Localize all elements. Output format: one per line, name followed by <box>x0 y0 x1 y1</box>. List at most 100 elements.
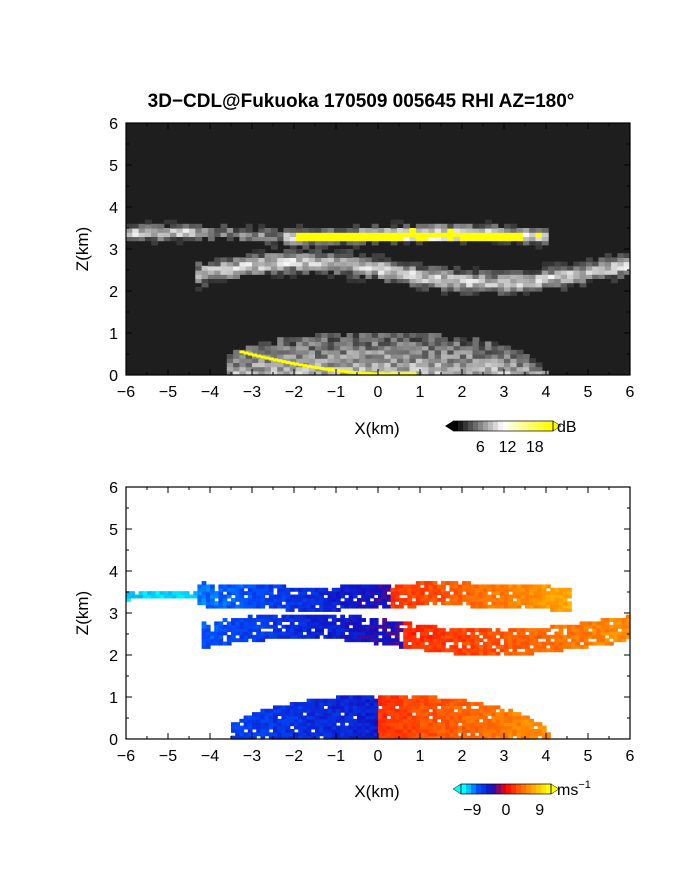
velocity-pixel <box>273 718 278 723</box>
velocity-pixel <box>382 624 387 629</box>
backscatter-pixel <box>151 223 159 229</box>
velocity-pixel <box>541 591 547 596</box>
velocity-pixel <box>567 631 572 636</box>
velocity-pixel <box>319 715 324 720</box>
backscatter-pixel <box>283 257 291 263</box>
backscatter-pixel <box>497 286 505 292</box>
backscatter-pixel <box>283 270 291 275</box>
velocity-pixel <box>222 594 228 599</box>
backscatter-pixel <box>541 228 549 233</box>
backscatter-pixel <box>346 366 354 372</box>
backscatter-pixel <box>321 232 329 237</box>
backscatter-pixel <box>340 337 348 342</box>
velocity-pixel <box>394 591 400 596</box>
backscatter-pixel <box>510 278 518 284</box>
velocity-pixel <box>583 634 589 639</box>
velocity-pixel <box>625 628 631 633</box>
backscatter-colorbar-segment <box>498 421 504 431</box>
velocity-pixel <box>441 648 446 653</box>
backscatter-pixel <box>151 236 159 242</box>
backscatter-pixel <box>428 366 436 372</box>
backscatter-pixel <box>321 362 329 368</box>
velocity-pixel <box>390 715 396 720</box>
backscatter-pixel <box>485 354 492 359</box>
backscatter-pixel <box>245 349 253 355</box>
backscatter-pixel <box>472 362 480 368</box>
velocity-pixel <box>390 728 396 733</box>
backscatter-pixel <box>434 362 442 368</box>
velocity-pixel <box>319 601 324 606</box>
velocity-pixel <box>436 591 442 596</box>
velocity-pixel <box>210 594 215 599</box>
velocity-pixel <box>252 601 257 606</box>
velocity-pixel <box>340 601 345 606</box>
velocity-pixel <box>457 705 463 710</box>
velocity-pixel <box>386 594 392 599</box>
velocity-pixel <box>323 702 329 706</box>
velocity-pixel <box>491 651 497 656</box>
velocity-pixel <box>466 702 471 706</box>
velocity-pixel <box>474 702 480 706</box>
backscatter-pixel <box>453 232 461 237</box>
backscatter-pixel <box>308 362 316 368</box>
backscatter-pixel <box>604 261 612 267</box>
velocity-pixel <box>491 638 497 643</box>
velocity-pixel <box>386 728 392 733</box>
velocity-pixel <box>201 631 207 636</box>
backscatter-pixel <box>233 228 240 233</box>
velocity-pixel <box>462 651 467 656</box>
backscatter-pixel <box>504 358 511 363</box>
backscatter-pixel <box>409 341 417 347</box>
backscatter-pixel <box>315 240 322 246</box>
backscatter-pixel <box>522 370 530 376</box>
backscatter-pixel <box>535 244 543 250</box>
velocity-pixel <box>399 587 404 592</box>
velocity-pixel <box>411 722 417 727</box>
backscatter-pixel <box>478 278 486 284</box>
backscatter-pixel <box>296 358 303 363</box>
backscatter-pixel <box>359 270 366 275</box>
backscatter-pixel <box>296 354 303 359</box>
velocity-pixel <box>420 718 425 723</box>
velocity-pixel <box>474 604 480 609</box>
velocity-pixel <box>323 604 329 609</box>
velocity-pixel <box>567 644 572 649</box>
velocity-pixel <box>411 728 417 733</box>
backscatter-pixel <box>239 261 247 267</box>
backscatter-pixel <box>346 345 354 351</box>
velocity-pixel <box>386 634 392 639</box>
velocity-pixel <box>453 644 459 649</box>
velocity-pixel <box>436 628 442 633</box>
backscatter-pixel <box>233 261 240 267</box>
backscatter-pixel <box>365 337 373 342</box>
velocity-pixel <box>340 634 345 639</box>
velocity-pixel <box>310 607 316 612</box>
backscatter-pixel <box>327 358 335 363</box>
velocity-pixel <box>281 735 287 740</box>
velocity-pixel <box>285 607 291 612</box>
backscatter-pixel <box>459 278 467 284</box>
velocity-pixel <box>386 718 392 723</box>
backscatter-pixel <box>384 358 392 363</box>
velocity-pixel <box>201 601 207 606</box>
velocity-pixel <box>218 634 224 639</box>
velocity-pixel <box>222 587 228 592</box>
velocity-pixel <box>415 718 421 723</box>
backscatter-pixel <box>516 349 524 355</box>
velocity-pixel <box>470 597 476 602</box>
velocity-pixel <box>588 634 593 639</box>
backscatter-surface-pixel <box>252 353 257 357</box>
velocity-pixel <box>361 624 366 629</box>
velocity-pixel <box>281 705 287 710</box>
velocity-pixel <box>226 584 232 589</box>
backscatter-pixel <box>378 341 385 347</box>
velocity-pixel <box>231 638 236 643</box>
velocity-pixel <box>390 621 396 626</box>
backscatter-pixel <box>535 282 543 288</box>
velocity-pixel <box>415 581 421 586</box>
backscatter-pixel <box>541 236 549 242</box>
backscatter-colorbar-segment <box>528 421 534 431</box>
backscatter-pixel <box>441 236 448 242</box>
backscatter-pixel <box>548 274 555 279</box>
velocity-pixel <box>428 638 434 643</box>
